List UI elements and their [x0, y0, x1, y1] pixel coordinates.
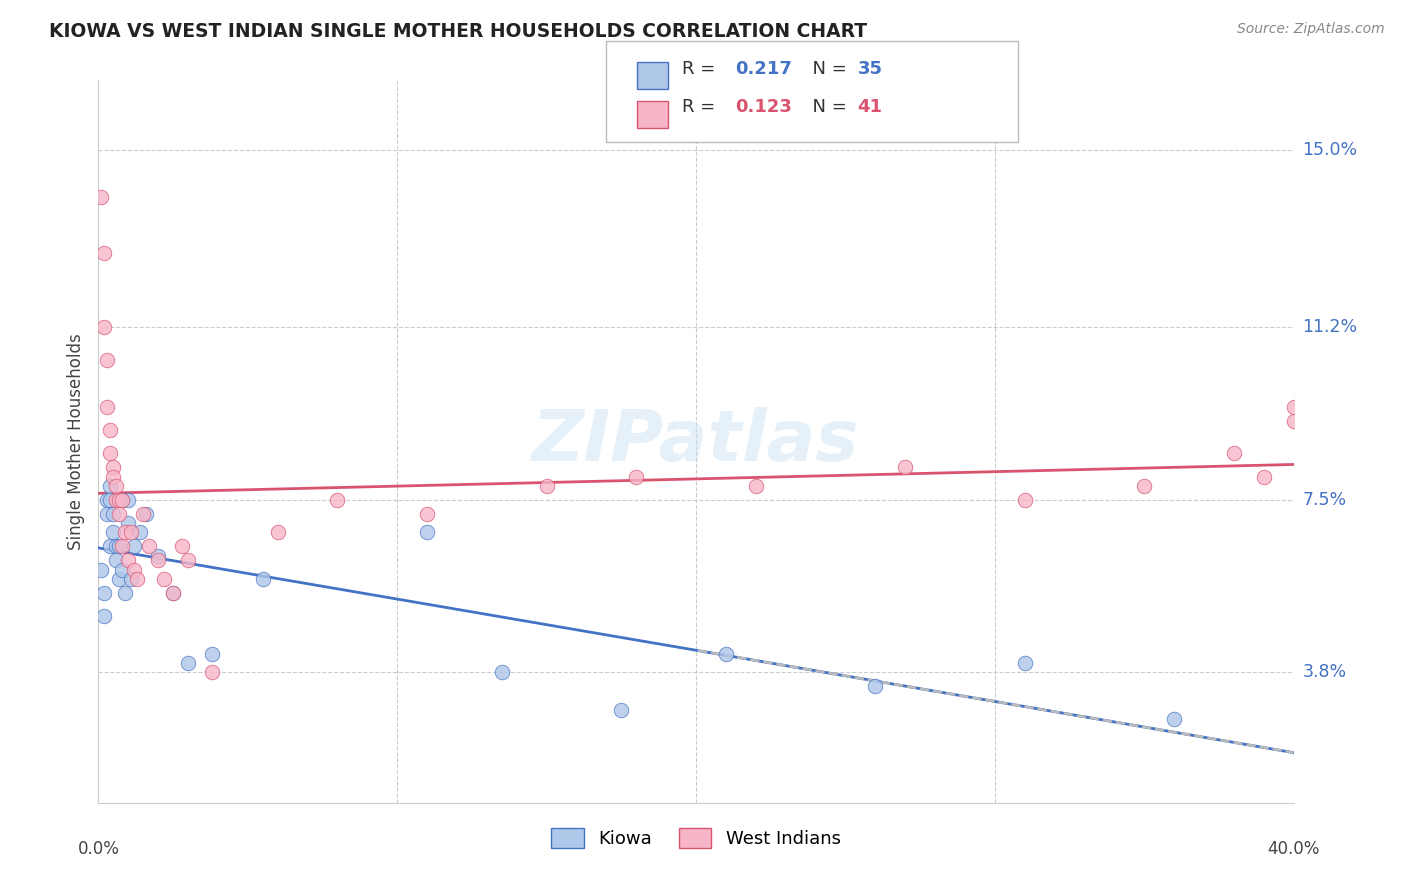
Point [1014, 492, 1036, 507]
Point [117, 516, 139, 530]
Point [114, 586, 136, 600]
Point [98, 540, 122, 554]
Point [117, 492, 139, 507]
Point [894, 460, 917, 475]
Point [111, 563, 134, 577]
Point [1253, 469, 1275, 483]
Point [172, 540, 194, 554]
Point [105, 492, 128, 507]
Point [1282, 413, 1305, 427]
Legend: Kiowa, West Indians: Kiowa, West Indians [544, 821, 848, 855]
Point [714, 647, 737, 661]
Point [865, 679, 887, 693]
Point [98, 492, 122, 507]
Text: 3.8%: 3.8% [1302, 664, 1347, 681]
Point [103, 507, 125, 521]
Point [93, 609, 115, 624]
Text: 0.0%: 0.0% [77, 840, 120, 858]
Point [610, 702, 633, 716]
Point [1282, 400, 1305, 414]
Point [108, 492, 131, 507]
Point [162, 586, 184, 600]
Point [416, 525, 439, 540]
Point [267, 525, 290, 540]
Point [111, 540, 134, 554]
Point [93, 586, 115, 600]
Point [120, 572, 142, 586]
Text: R =: R = [682, 60, 721, 78]
Point [96, 353, 118, 368]
Point [1014, 656, 1036, 670]
Text: R =: R = [682, 98, 721, 117]
Point [326, 492, 349, 507]
Point [103, 469, 125, 483]
Point [138, 540, 160, 554]
Point [1163, 712, 1185, 726]
Text: ZIPatlas: ZIPatlas [533, 407, 859, 476]
Point [108, 507, 131, 521]
Point [96, 507, 118, 521]
Point [177, 553, 200, 567]
Point [117, 553, 139, 567]
Point [124, 563, 146, 577]
Point [124, 540, 146, 554]
Point [626, 469, 648, 483]
Point [96, 400, 118, 414]
Text: 40.0%: 40.0% [1267, 840, 1320, 858]
Point [105, 540, 128, 554]
Point [98, 446, 122, 460]
Point [98, 423, 122, 437]
Text: 0.217: 0.217 [735, 60, 792, 78]
Point [162, 586, 184, 600]
Point [108, 540, 131, 554]
Text: N =: N = [801, 98, 853, 117]
Point [103, 460, 125, 475]
Point [201, 665, 224, 680]
Point [103, 525, 125, 540]
Text: 11.2%: 11.2% [1302, 318, 1358, 336]
Point [108, 572, 131, 586]
Point [153, 572, 176, 586]
Point [536, 479, 558, 493]
Point [93, 320, 115, 334]
Point [1133, 479, 1156, 493]
Y-axis label: Single Mother Households: Single Mother Households [66, 334, 84, 549]
Point [90, 563, 112, 577]
Point [252, 572, 274, 586]
Text: 41: 41 [858, 98, 883, 117]
Point [129, 525, 152, 540]
Point [416, 507, 439, 521]
Point [148, 553, 170, 567]
Point [177, 656, 200, 670]
Point [105, 479, 128, 493]
Point [93, 245, 115, 260]
Point [745, 479, 768, 493]
Point [491, 665, 513, 680]
Text: KIOWA VS WEST INDIAN SINGLE MOTHER HOUSEHOLDS CORRELATION CHART: KIOWA VS WEST INDIAN SINGLE MOTHER HOUSE… [49, 22, 868, 41]
Point [127, 572, 149, 586]
Point [132, 507, 155, 521]
Text: Source: ZipAtlas.com: Source: ZipAtlas.com [1237, 22, 1385, 37]
Point [96, 492, 118, 507]
Text: N =: N = [801, 60, 853, 78]
Point [135, 507, 157, 521]
Point [114, 525, 136, 540]
Point [1223, 446, 1246, 460]
Text: 35: 35 [858, 60, 883, 78]
Point [148, 549, 170, 563]
Text: 7.5%: 7.5% [1302, 491, 1347, 508]
Point [105, 553, 128, 567]
Point [98, 479, 122, 493]
Point [111, 492, 134, 507]
Point [111, 492, 134, 507]
Text: 0.123: 0.123 [735, 98, 792, 117]
Point [90, 190, 112, 204]
Point [201, 647, 224, 661]
Point [120, 525, 142, 540]
Text: 15.0%: 15.0% [1302, 141, 1358, 159]
